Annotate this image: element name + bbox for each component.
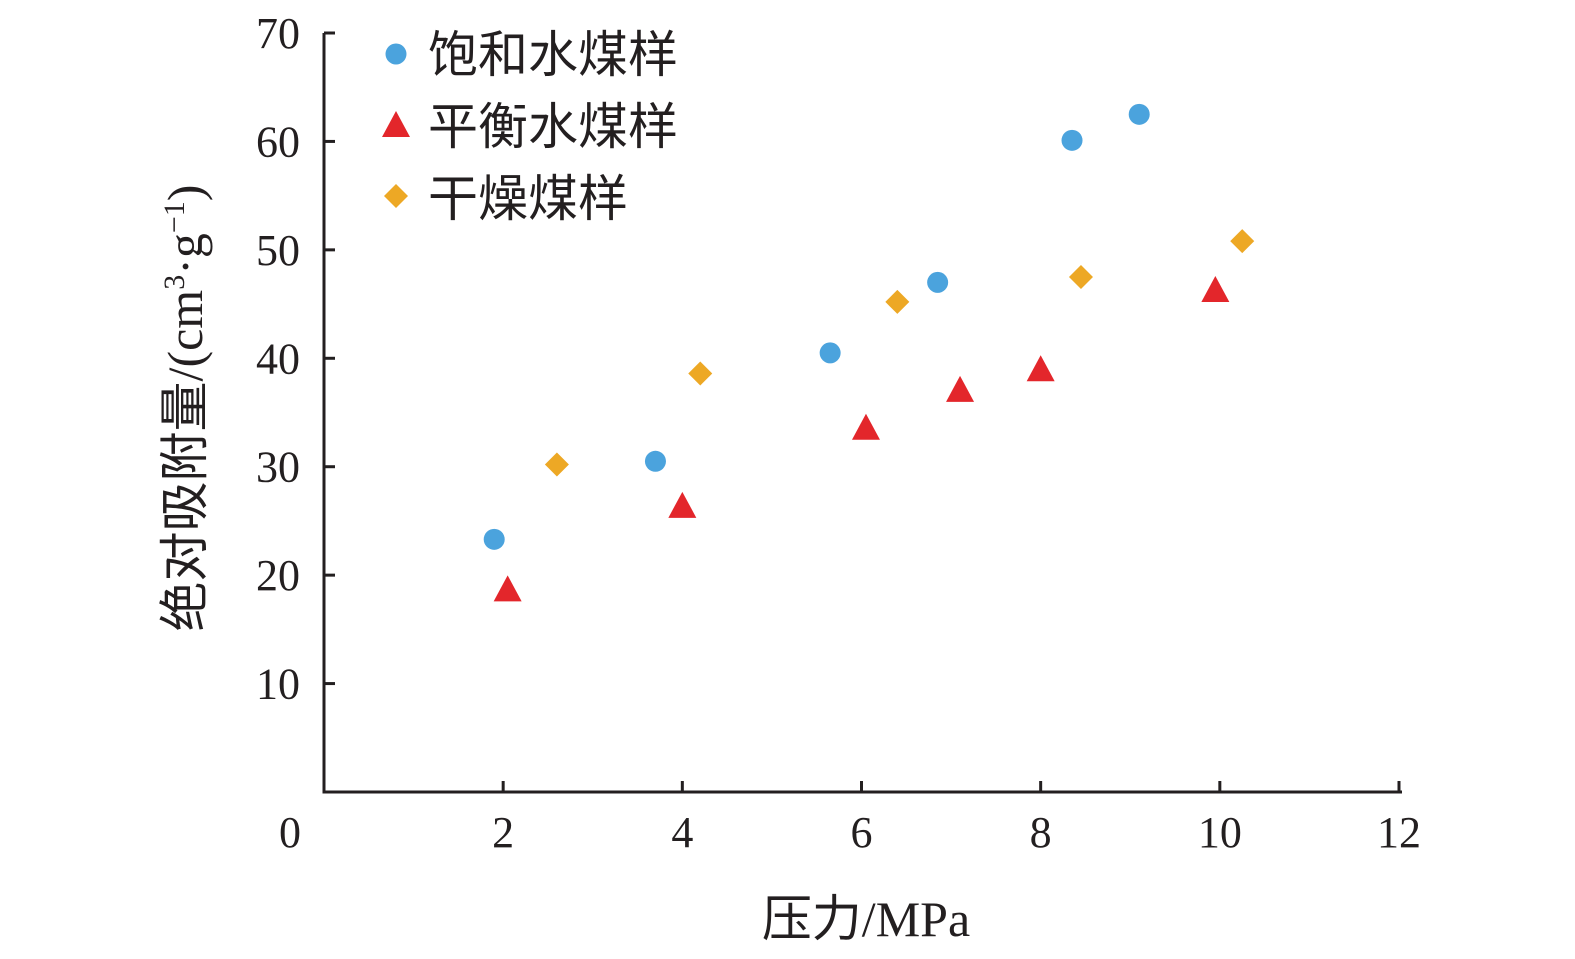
point-circle-series-1 (927, 271, 949, 293)
point-circle-series-1 (483, 528, 505, 550)
x-tick-label: 6 (851, 808, 873, 857)
x-tick-label: 4 (671, 808, 693, 857)
legend-item-dry: 干燥煤样 (384, 171, 628, 227)
point-diamond-series-3 (885, 289, 910, 314)
point-triangle-series-2 (946, 375, 975, 402)
legend-label: 饱和水煤样 (428, 27, 678, 83)
legend-diamond-marker (384, 184, 408, 208)
point-circle-series-1 (644, 450, 666, 472)
legend: 饱和水煤样 平衡水煤样 干燥煤样 (382, 27, 678, 227)
legend-label: 干燥煤样 (428, 171, 628, 227)
y-tick-label: 60 (256, 117, 300, 166)
y-tick-label: 20 (256, 551, 300, 600)
legend-item-saturated: 饱和水煤样 (385, 27, 678, 83)
point-triangle-series-2 (1201, 276, 1230, 303)
legend-label: 平衡水煤样 (428, 99, 678, 155)
x-tick-label: 8 (1030, 808, 1052, 857)
point-circle-series-1 (819, 342, 841, 364)
y-tick-label: 10 (256, 660, 300, 709)
y-axis-title-main: 绝对吸附量/(cm (157, 290, 213, 632)
data-points (483, 103, 1255, 602)
point-triangle-series-2 (851, 413, 880, 440)
y-tick-label: 50 (256, 226, 300, 275)
legend-circle-marker (385, 43, 407, 65)
point-triangle-series-2 (1026, 355, 1055, 382)
axis-ticks: 0 2 4 6 8 10 12 10 20 30 40 50 60 70 (256, 9, 1421, 857)
legend-item-equilibrium: 平衡水煤样 (382, 99, 678, 155)
y-axis-title-sup1: 3 (158, 275, 191, 290)
point-circle-series-1 (1128, 103, 1150, 125)
y-axis-title-end: ) (157, 185, 213, 202)
legend-marker-triangle-icon (382, 111, 410, 137)
point-diamond-series-3 (544, 452, 569, 477)
y-axis-title-mid: ·g (157, 233, 213, 275)
point-diamond-series-3 (688, 361, 713, 386)
x-axis-title: 压力/MPa (762, 891, 970, 947)
x-tick-label: 0 (279, 808, 301, 857)
legend-marker-diamond-icon (384, 184, 408, 208)
y-tick-label: 30 (256, 443, 300, 492)
point-circle-series-1 (1061, 129, 1083, 151)
y-tick-label: 40 (256, 334, 300, 383)
point-diamond-series-3 (1068, 264, 1093, 289)
legend-triangle-marker (382, 111, 410, 137)
y-tick-label: 70 (256, 9, 300, 58)
x-tick-label: 12 (1377, 808, 1421, 857)
point-triangle-series-2 (493, 575, 522, 602)
point-triangle-series-2 (668, 491, 697, 518)
x-tick-label: 10 (1198, 808, 1242, 857)
legend-marker-circle-icon (385, 43, 407, 65)
y-axis-title-sup2: −1 (158, 201, 191, 233)
point-diamond-series-3 (1230, 229, 1255, 254)
y-axis-title: 绝对吸附量/(cm3·g−1) (157, 185, 213, 632)
x-tick-label: 2 (492, 808, 514, 857)
